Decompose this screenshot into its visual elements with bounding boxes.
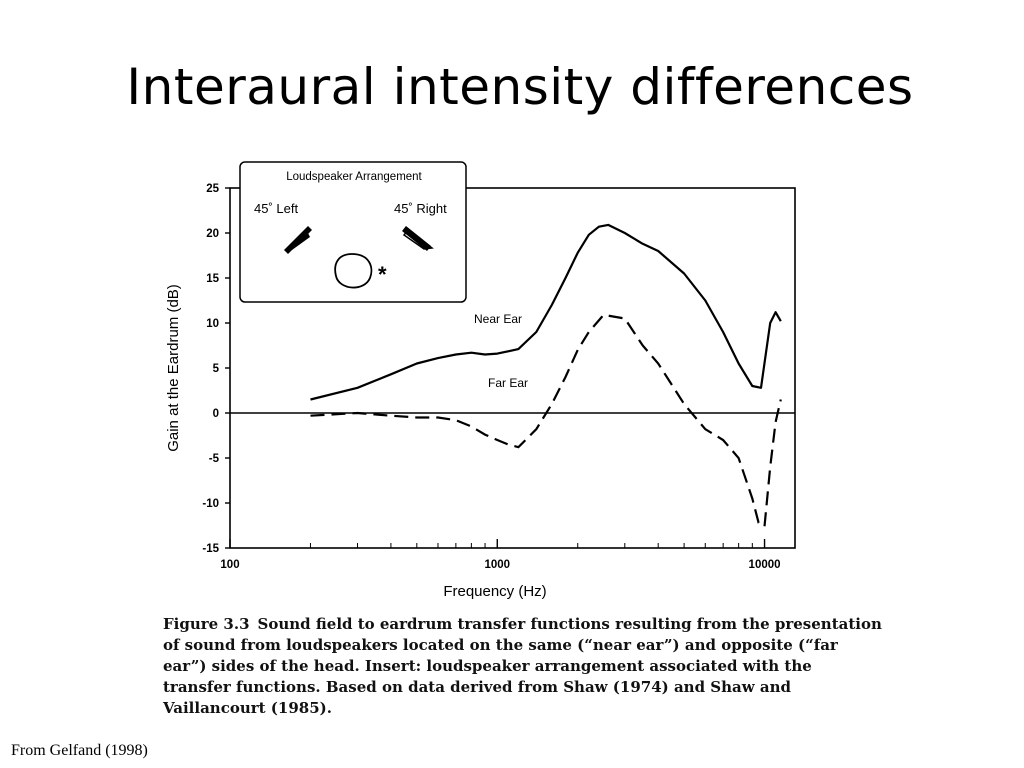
y-tick-label: 15 bbox=[206, 273, 219, 285]
near-ear-label: Near Ear bbox=[474, 312, 522, 326]
y-axis-label: Gain at the Eardrum (dB) bbox=[165, 284, 182, 452]
y-tick-label: -5 bbox=[209, 453, 220, 465]
x-axis: 100 1000 10000 bbox=[220, 539, 781, 571]
y-tick-label: 0 bbox=[213, 408, 219, 420]
y-tick-label: 25 bbox=[206, 183, 219, 195]
head-icon bbox=[334, 253, 373, 289]
y-tick-label: -10 bbox=[202, 498, 219, 510]
x-tick-label: 10000 bbox=[749, 559, 781, 571]
caption-text: Sound field to eardrum transfer function… bbox=[163, 615, 882, 717]
caption-label: Figure 3.3 bbox=[163, 615, 250, 633]
inset-title: Loudspeaker Arrangement bbox=[286, 171, 422, 183]
right-speaker-label: 45˚ Right bbox=[394, 201, 447, 216]
figure-caption: Figure 3.3 Sound field to eardrum transfe… bbox=[163, 614, 883, 719]
left-speaker-icon bbox=[284, 226, 312, 254]
near-ear-line bbox=[310, 223, 782, 401]
y-tick-label: 10 bbox=[206, 318, 219, 330]
inset-box bbox=[239, 161, 467, 303]
y-axis: -15 -10 -5 0 5 10 15 20 25 bbox=[202, 183, 230, 555]
far-ear-line bbox=[310, 313, 782, 529]
right-speaker-icon bbox=[402, 226, 434, 251]
minor-ticks bbox=[309, 543, 753, 548]
y-tick-label: -15 bbox=[202, 543, 219, 555]
x-tick-label: 1000 bbox=[484, 559, 510, 571]
x-tick-label: 100 bbox=[220, 559, 239, 571]
source-citation: From Gelfand (1998) bbox=[11, 742, 148, 759]
y-tick-label: 20 bbox=[206, 228, 219, 240]
left-speaker-label: 45˚ Left bbox=[254, 201, 298, 216]
slide-title: Interaural intensity differences bbox=[126, 58, 914, 116]
figure: -15 -10 -5 0 5 10 15 20 25 100 1000 10000 Near Ear… bbox=[165, 161, 796, 600]
x-axis-label: Frequency (Hz) bbox=[443, 583, 546, 600]
y-tick-label: 5 bbox=[213, 363, 220, 375]
loudspeaker-inset: Loudspeaker Arrangement 45˚ Left 45˚ Rig… bbox=[239, 161, 467, 303]
far-ear-label: Far Ear bbox=[488, 376, 528, 390]
head-marker: * bbox=[378, 262, 387, 287]
